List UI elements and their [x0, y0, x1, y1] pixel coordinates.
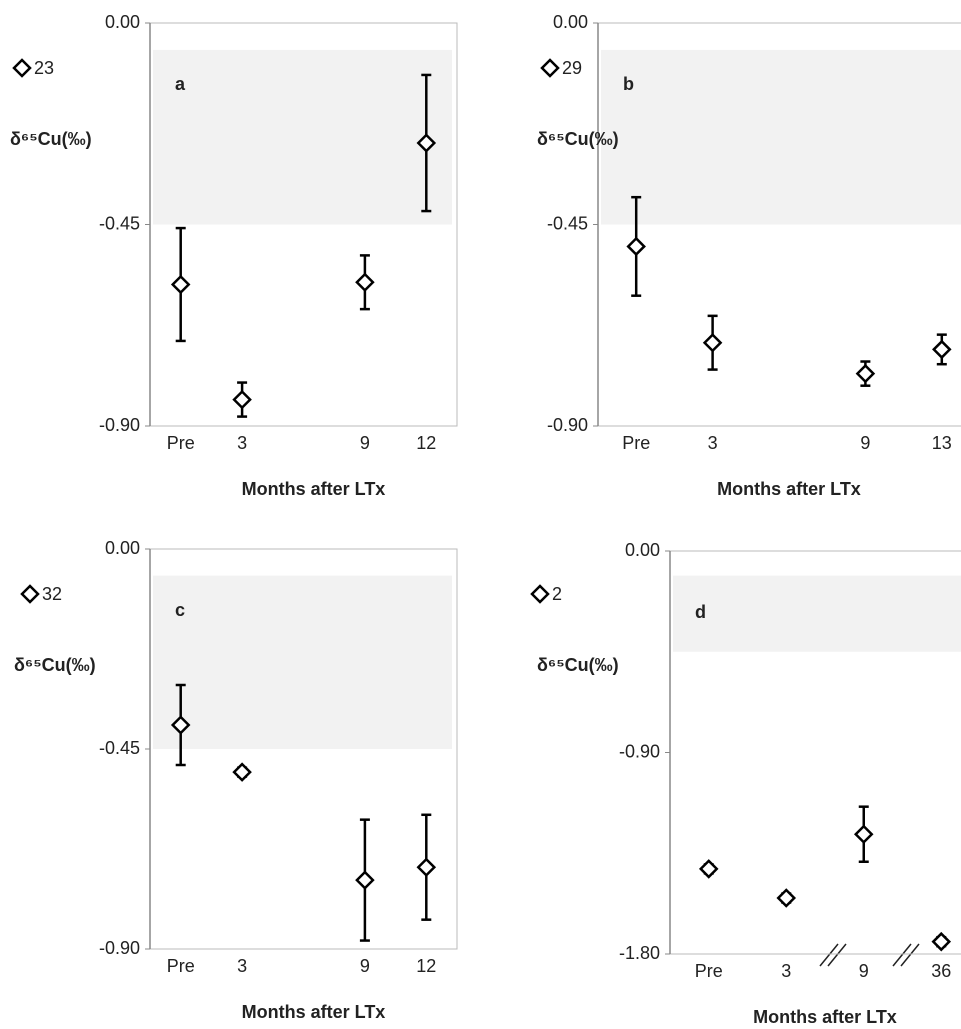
legend-label: 2 [552, 584, 562, 604]
legend-label: 29 [562, 58, 582, 78]
y-axis-title: δ⁶⁵Cu(‰) [10, 129, 92, 149]
point [170, 715, 191, 735]
reference-band [673, 575, 961, 652]
y-tick-label: -0.45 [99, 213, 140, 233]
y-tick-label: 0.00 [625, 540, 660, 560]
x-tick-label: 9 [360, 956, 370, 976]
point [702, 332, 723, 353]
y-tick-label: -0.90 [99, 415, 140, 435]
axis-break [819, 943, 920, 967]
point [416, 857, 437, 877]
point [416, 133, 437, 153]
panel-label: a [175, 74, 186, 94]
x-tick-label: 9 [860, 433, 870, 453]
panel-label: b [623, 74, 634, 94]
break-mark [892, 943, 912, 967]
legend-marker [20, 584, 40, 604]
point [355, 272, 375, 293]
y-tick-label: -0.90 [547, 415, 588, 435]
point [855, 363, 876, 384]
y-tick-label: -0.45 [547, 213, 588, 233]
y-axis-title: δ⁶⁵Cu(‰) [537, 129, 619, 149]
point [698, 859, 719, 879]
x-axis-title: Months after LTx [242, 479, 386, 499]
point [931, 931, 952, 952]
y-axis-title: δ⁶⁵Cu(‰) [537, 655, 619, 675]
y-tick-label: -0.45 [99, 738, 140, 758]
x-tick-label: Pre [167, 433, 195, 453]
y-tick-label: 0.00 [105, 538, 140, 558]
panel-label: d [695, 602, 706, 622]
legend-marker [12, 58, 32, 78]
y-tick-label: 0.00 [105, 12, 140, 32]
y-axis-title: δ⁶⁵Cu(‰) [14, 655, 96, 675]
x-tick-label: 9 [360, 433, 370, 453]
y-tick-label: -0.90 [99, 938, 140, 958]
x-tick-label: 3 [237, 956, 247, 976]
point [626, 236, 646, 257]
x-tick-label: 12 [416, 956, 436, 976]
x-tick-label: 3 [781, 961, 791, 981]
x-axis-title: Months after LTx [242, 1002, 386, 1022]
break-mark [900, 943, 920, 967]
panel: 0.00 -0.90 -1.80 Pre 3 9 36 Months after LTx δ⁶⁵… [530, 540, 961, 1027]
panel: 0.00 -0.45 -0.90 Pre 3 9 12 Months after LTx δ⁶⁵… [14, 538, 458, 1022]
y-tick-label: -1.80 [619, 943, 660, 963]
legend-marker [530, 584, 550, 604]
y-tick-label: 0.00 [553, 12, 588, 32]
y-tick-label: -0.90 [619, 741, 660, 761]
x-tick-label: Pre [167, 956, 195, 976]
x-tick-label: 13 [932, 433, 952, 453]
reference-band [153, 49, 452, 225]
x-tick-label: 12 [416, 433, 436, 453]
panel-label: c [175, 600, 185, 620]
point [776, 888, 797, 908]
point [932, 339, 952, 360]
legend-label: 32 [42, 584, 62, 604]
break-mark [827, 943, 847, 967]
x-tick-label: Pre [695, 961, 723, 981]
x-tick-label: Pre [622, 433, 650, 453]
point [232, 762, 252, 782]
reference-band [601, 49, 961, 225]
x-tick-label: 36 [931, 961, 951, 981]
panel: 0.00 -0.45 -0.90 Pre 3 9 13 Months after LTx δ⁶⁵… [537, 12, 961, 499]
point [232, 389, 252, 410]
legend-label: 23 [34, 58, 54, 78]
point [170, 274, 191, 295]
reference-band [153, 575, 452, 749]
point [355, 870, 375, 890]
point [853, 824, 874, 844]
x-tick-label: 9 [859, 961, 869, 981]
x-axis-title: Months after LTx [753, 1007, 897, 1027]
panel: 0.00 -0.45 -0.90 Pre 3 9 12 Months after LTx δ⁶⁵… [10, 12, 458, 499]
legend-marker [540, 58, 560, 78]
x-tick-label: 3 [237, 433, 247, 453]
x-axis-title: Months after LTx [717, 479, 861, 499]
x-tick-label: 3 [708, 433, 718, 453]
break-mark [819, 943, 839, 967]
